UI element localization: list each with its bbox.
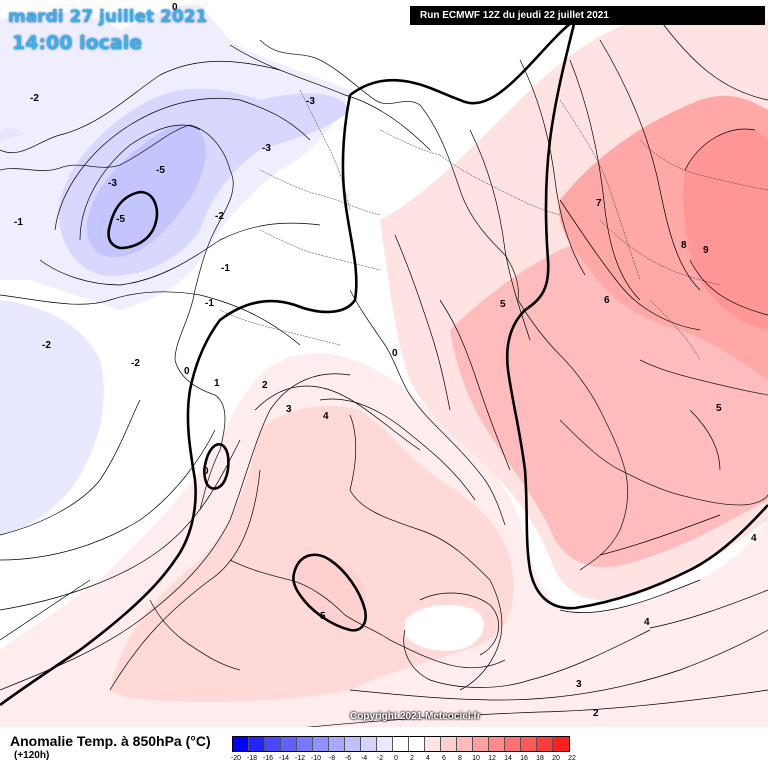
legend-title: Anomalie Temp. à 850hPa (°C) <box>10 733 211 749</box>
color-scale-cell <box>297 737 313 751</box>
contour-label: 1 <box>214 378 220 389</box>
contour-label: 6 <box>604 295 610 306</box>
color-scale-tick: -14 <box>278 755 290 762</box>
color-scale-tick: 22 <box>568 755 576 762</box>
contour-label: 3 <box>576 679 582 690</box>
contour-label: 3 <box>286 404 292 415</box>
legend-lead-time: (+120h) <box>14 750 50 761</box>
contour-label: 9 <box>703 245 709 256</box>
zero-line-east <box>505 19 768 610</box>
sardinia-loop <box>203 443 230 490</box>
contour-label: -2 <box>215 211 224 222</box>
model-run-banner: Run ECMWF 12Z du jeudi 22 juillet 2021 <box>410 6 765 25</box>
contour-label: 4 <box>323 411 329 422</box>
color-scale-cell <box>249 737 265 751</box>
zero-line-central <box>0 94 358 707</box>
color-scale-tick: 10 <box>472 755 480 762</box>
contour-label: -2 <box>30 93 39 104</box>
color-scale-tick: -18 <box>246 755 258 762</box>
zero-line-north <box>349 18 576 105</box>
contour-label: -1 <box>205 298 214 309</box>
contour-label: 5 <box>716 403 722 414</box>
color-scale-tick: 8 <box>458 755 462 762</box>
cold-core-loop <box>107 190 159 250</box>
cold-anomaly-ring <box>0 127 25 140</box>
color-scale-tick: 18 <box>536 755 544 762</box>
color-scale-cell <box>521 737 537 751</box>
contour-label: -2 <box>42 340 51 351</box>
isolines-thin <box>0 19 768 728</box>
color-scale-tick: -6 <box>344 755 352 762</box>
color-scale-cell <box>457 737 473 751</box>
cold-anomaly-atlantic <box>0 300 104 535</box>
color-scale-cell <box>329 737 345 751</box>
contour-label: -2 <box>131 358 140 369</box>
color-scale-cell <box>281 737 297 751</box>
contour-label: -5 <box>156 165 165 176</box>
contour-label: 0 <box>203 466 209 477</box>
contour-label: -5 <box>116 214 125 225</box>
color-scale-tick: 12 <box>488 755 496 762</box>
contour-label: -3 <box>306 96 315 107</box>
contour-label: 4 <box>644 617 650 628</box>
warm-anomaly-core-east <box>683 129 768 330</box>
color-scale-cell <box>473 737 489 751</box>
color-scale-cell <box>489 737 505 751</box>
color-scale-tick: 4 <box>426 755 430 762</box>
contour-label: -3 <box>108 178 117 189</box>
color-scale-cell <box>553 737 569 751</box>
color-scale-cell <box>441 737 457 751</box>
copyright-notice: Copyright 2021 Meteociel.fr <box>350 711 481 722</box>
warm-loop-sicily <box>292 553 367 632</box>
color-scale-tick: -10 <box>310 755 322 762</box>
isolines-thick <box>0 18 768 707</box>
color-scale-cell <box>537 737 553 751</box>
white-patch-tyrrhenian <box>405 604 484 651</box>
contour-label: 2 <box>262 380 268 391</box>
contour-label: -3 <box>262 143 271 154</box>
color-scale-cell <box>265 737 281 751</box>
contour-label: 5 <box>500 299 506 310</box>
color-scale-tick: 16 <box>520 755 528 762</box>
color-scale-tick: -20 <box>230 755 242 762</box>
contour-labels: -2 -3 -5 -5 -3 -3 -2 -1 -1 -1 -2 -2 0 0 … <box>14 2 757 719</box>
forecast-date: mardi 27 juillet 2021 <box>8 7 208 27</box>
color-scale-tick: -2 <box>376 755 384 762</box>
color-scale-cell <box>345 737 361 751</box>
color-scale-tick: 0 <box>394 755 398 762</box>
color-scale-cell <box>313 737 329 751</box>
color-scale-tick: -8 <box>328 755 336 762</box>
contour-label: -1 <box>221 263 230 274</box>
color-scale-tick: 6 <box>442 755 446 762</box>
color-scale-tick: 14 <box>504 755 512 762</box>
forecast-time: 14:00 locale <box>12 32 143 54</box>
color-scale-cell <box>409 737 425 751</box>
contour-label: -1 <box>14 217 23 228</box>
color-scale-cell <box>505 737 521 751</box>
color-scale-tick: -16 <box>262 755 274 762</box>
color-scale-tick: -12 <box>294 755 306 762</box>
contour-label: 0 <box>172 2 178 13</box>
contour-label: 0 <box>184 366 190 377</box>
color-scale-cell <box>233 737 249 751</box>
contour-label: 8 <box>681 240 687 251</box>
contour-label: 0 <box>392 348 398 359</box>
color-scale-cell <box>377 737 393 751</box>
color-scale-cell <box>361 737 377 751</box>
coastlines <box>0 39 768 671</box>
color-scale-tick: 2 <box>410 755 414 762</box>
contour-label: 4 <box>751 533 757 544</box>
color-scale-tick: 20 <box>552 755 560 762</box>
contour-label: 7 <box>596 198 602 209</box>
contour-label: 5 <box>320 611 326 622</box>
warm-anomaly-sicily <box>296 556 367 631</box>
color-scale-cell <box>393 737 409 751</box>
contour-label: 2 <box>593 708 599 719</box>
color-scale-tick: -4 <box>360 755 368 762</box>
cold-anomaly-strong <box>86 124 206 258</box>
color-scale-bar <box>232 736 570 752</box>
color-scale-cell <box>425 737 441 751</box>
anomaly-map: -2 -3 -5 -5 -3 -3 -2 -1 -1 -1 -2 -2 0 0 … <box>0 0 768 728</box>
